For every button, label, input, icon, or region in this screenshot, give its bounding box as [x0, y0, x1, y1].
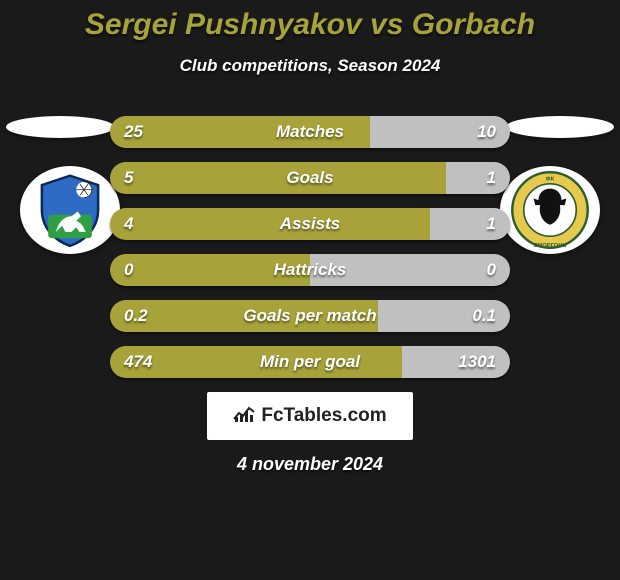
- subtitle: Club competitions, Season 2024: [0, 56, 620, 76]
- stat-value-right: 1301: [458, 346, 496, 378]
- stats-list: 25Matches105Goals14Assists10Hattricks00.…: [110, 116, 510, 378]
- page-title: Sergei Pushnyakov vs Gorbach: [0, 0, 620, 42]
- stat-value-left: 5: [124, 162, 133, 194]
- stat-value-left: 25: [124, 116, 143, 148]
- stat-fill-right: [446, 162, 510, 194]
- color-oval-right: [506, 116, 614, 138]
- watermark: FcTables.com: [207, 392, 413, 440]
- stat-row: 474 Min per goal 1301: [110, 346, 510, 378]
- stat-row: 0.2 Goals per match 0.1: [110, 300, 510, 332]
- club-badge-right: ФК СМОРГОНЬ: [500, 166, 600, 254]
- stat-fill-right: [430, 208, 510, 240]
- watermark-text: FcTables.com: [261, 405, 386, 427]
- chart-icon: [233, 405, 255, 428]
- svg-text:СМОРГОНЬ: СМОРГОНЬ: [533, 243, 566, 249]
- stat-value-right: 1: [487, 162, 496, 194]
- date: 4 november 2024: [0, 454, 620, 475]
- club-crest-right-svg: ФК СМОРГОНЬ: [509, 169, 591, 251]
- stat-value-right: 0: [487, 254, 496, 286]
- stat-label: Min per goal: [260, 346, 360, 378]
- club-badge-left: [20, 166, 120, 254]
- stat-label: Hattricks: [274, 254, 347, 286]
- stat-row: 0 Hattricks 0: [110, 254, 510, 286]
- stat-row: 25 Matches 10: [110, 116, 510, 148]
- stat-row: 5 Goals 1: [110, 162, 510, 194]
- stat-row: 4 Assists 1: [110, 208, 510, 240]
- comparison-content: ФК СМОРГОНЬ 25Matches105Goals14Assists10…: [0, 116, 620, 475]
- stat-value-right: 10: [477, 116, 496, 148]
- stat-value-right: 1: [487, 208, 496, 240]
- stat-value-right: 0.1: [472, 300, 496, 332]
- stat-value-left: 474: [124, 346, 152, 378]
- color-oval-left: [6, 116, 114, 138]
- stat-value-left: 4: [124, 208, 133, 240]
- club-crest-left-svg: [31, 171, 109, 249]
- stat-label: Assists: [280, 208, 340, 240]
- stat-fill-left: [110, 162, 446, 194]
- stat-fill-left: [110, 208, 430, 240]
- stat-value-left: 0.2: [124, 300, 148, 332]
- stat-label: Matches: [276, 116, 344, 148]
- svg-text:ФК: ФК: [546, 176, 555, 182]
- stat-label: Goals per match: [243, 300, 376, 332]
- stat-value-left: 0: [124, 254, 133, 286]
- stat-label: Goals: [286, 162, 333, 194]
